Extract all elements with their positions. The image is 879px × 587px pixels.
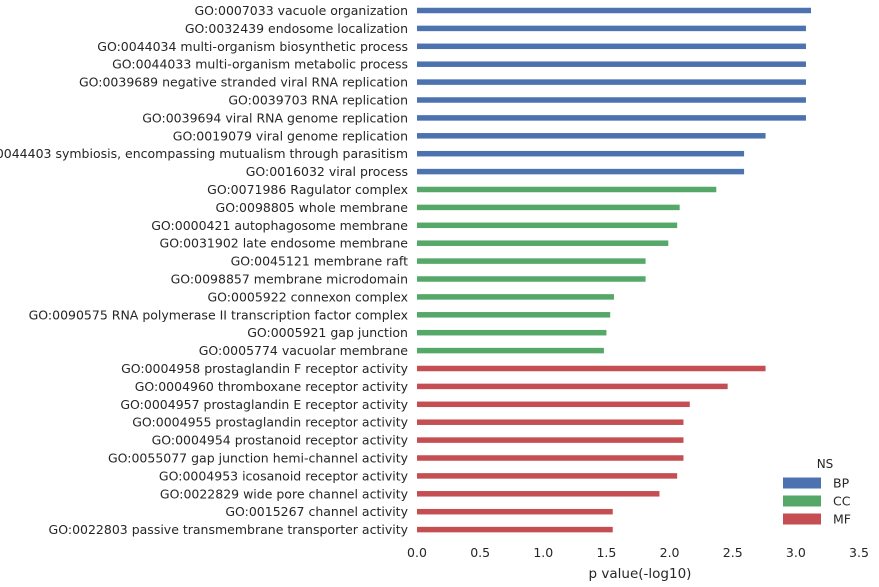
category-label: GO:0098857 membrane microdomain — [171, 272, 408, 287]
bar-cc — [417, 276, 646, 282]
category-label: GO:0039689 negative stranded viral RNA r… — [79, 75, 408, 90]
bar-mf — [417, 383, 728, 390]
legend-swatch-mf — [783, 513, 821, 525]
bar-cc — [417, 204, 680, 211]
category-label: GO:0044034 multi-organism biosynthetic p… — [97, 39, 408, 54]
x-tick-label: 0.5 — [470, 545, 490, 560]
category-label: GO:0039694 viral RNA genome replication — [142, 110, 408, 125]
x-tick-label: 2.5 — [723, 545, 743, 560]
bar-bp — [417, 79, 806, 85]
category-label: GO:0004954 prostanoid receptor activity — [152, 433, 409, 448]
category-label: GO:0005922 connexon complex — [207, 289, 408, 304]
bar-bp — [417, 133, 766, 139]
category-label: GO:0015267 channel activity — [225, 504, 408, 519]
legend-swatch-bp — [783, 477, 821, 489]
category-label: GO:0055077 gap junction hemi-channel act… — [108, 451, 409, 466]
bar-mf — [417, 437, 684, 443]
x-tick-label: 1.5 — [596, 545, 616, 560]
bar-bp — [417, 25, 806, 32]
bar-cc — [417, 258, 646, 264]
legend-swatch-cc — [783, 495, 821, 507]
legend-title: NS — [817, 457, 834, 471]
legend: NS BP CC MF — [783, 457, 851, 527]
x-tick-label: 0.0 — [407, 545, 427, 560]
category-label: GO:0004960 thromboxane receptor activity — [135, 379, 409, 394]
bar-mf — [417, 365, 766, 372]
category-label: GO:0039703 RNA replication — [228, 93, 408, 108]
bar-mf — [417, 473, 678, 479]
x-tick-label: 3.5 — [849, 545, 869, 560]
category-labels: GO:0007033 vacuole organization GO:003243… — [0, 3, 409, 537]
bar-cc — [417, 222, 678, 229]
category-label: GO:0000421 autophagosome membrane — [151, 218, 408, 233]
bar-bp — [417, 115, 806, 121]
category-label: GO:0022829 wide pore channel activity — [160, 486, 409, 501]
bar-bp — [417, 168, 745, 175]
category-label: GO:0016032 viral process — [246, 164, 408, 179]
bar-bp — [417, 7, 812, 14]
legend-label-bp: BP — [833, 476, 850, 491]
category-label: GO:0005774 vacuolar membrane — [199, 343, 409, 358]
category-label: GO:0044403 symbiosis, encompassing mutua… — [0, 146, 408, 161]
bar-bp — [417, 61, 806, 67]
category-label: GO:0044033 multi-organism metabolic proc… — [112, 57, 408, 72]
bar-mf — [417, 455, 684, 461]
bar-mf — [417, 491, 660, 497]
category-label: GO:0004953 icosanoid receptor activity — [159, 468, 409, 483]
bar-cc — [417, 240, 669, 246]
bar-cc — [417, 186, 717, 193]
category-label: GO:0032439 endosome localization — [185, 21, 408, 36]
category-label: GO:0005921 gap junction — [247, 325, 408, 340]
legend-entries: BP CC MF — [783, 476, 851, 527]
category-label: GO:0004957 prostaglandin E receptor acti… — [120, 397, 408, 412]
category-label: GO:0004958 prostaglandin F receptor acti… — [121, 361, 409, 376]
category-label: GO:0031902 late endosome membrane — [160, 236, 409, 251]
legend-label-mf: MF — [833, 512, 851, 527]
category-label: GO:0007033 vacuole organization — [194, 3, 408, 18]
bar-cc — [417, 329, 607, 336]
category-label: GO:0071986 Ragulator complex — [207, 182, 408, 197]
bar-bp — [417, 150, 745, 157]
category-label: GO:0098805 whole membrane — [216, 200, 409, 215]
bar-cc — [417, 347, 604, 354]
bar-cc — [417, 312, 611, 318]
legend-label-cc: CC — [833, 494, 851, 509]
x-tick-label: 2.0 — [660, 545, 680, 560]
category-label: GO:0004955 prostaglandin receptor activi… — [132, 415, 408, 430]
bar-mf — [417, 508, 613, 515]
bar-mf — [417, 401, 690, 408]
category-label: GO:0090575 RNA polymerase II transcripti… — [29, 307, 408, 322]
bar-bp — [417, 43, 806, 50]
bar-mf — [417, 526, 613, 533]
category-label: GO:0022803 passive transmembrane transpo… — [49, 522, 409, 537]
category-label: GO:0045121 membrane raft — [231, 254, 409, 269]
bar-cc — [417, 294, 615, 300]
x-axis-label: p value(-log10) — [589, 566, 692, 582]
bar-mf — [417, 419, 684, 425]
bar-bp — [417, 97, 806, 103]
category-label: GO:0019079 viral genome replication — [173, 128, 408, 143]
x-tick-label: 1.0 — [533, 545, 553, 560]
x-axis-ticks: 0.0 0.5 1.0 1.5 2.0 2.5 3.0 3.5 — [407, 545, 869, 560]
x-tick-label: 3.0 — [786, 545, 806, 560]
bars — [417, 7, 812, 533]
